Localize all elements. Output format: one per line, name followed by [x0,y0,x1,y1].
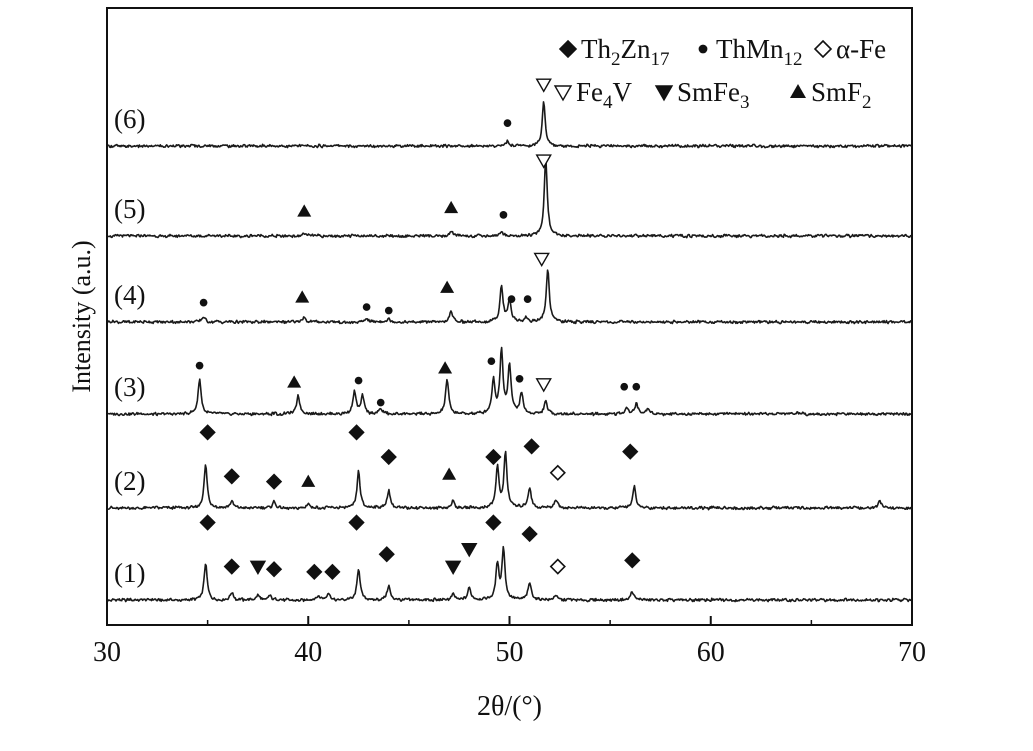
phase-marker-diamond-filled [378,546,395,563]
phase-marker-diamond-filled [485,514,502,531]
phase-marker-circle-filled [362,303,371,311]
legend-symbol-diamond-open [813,39,833,59]
legend-symbol-triangle-down-open [553,85,573,102]
phase-marker-triangle-up-filled [301,474,316,487]
phase-marker-triangle-up-filled [287,375,302,388]
pattern-line [107,545,912,603]
phase-marker-diamond-filled [223,468,240,485]
phase-marker-triangle-up-filled [438,361,453,374]
phase-marker-triangle-up-filled [442,467,457,480]
legend-symbol-triangle-down-filled [654,85,674,102]
phase-marker-diamond-open [549,464,566,481]
legend-symbol-circle-filled [698,44,708,54]
phase-marker-triangle-down-filled [444,560,462,575]
phase-marker-circle-filled [354,376,363,385]
x-tick-label: 40 [294,637,322,668]
phase-marker-triangle-down-open [535,378,552,393]
phase-marker-triangle-down-open [533,252,550,268]
axes-layer: 30 40 50 60 70 2θ/(°) Intensity (a.u.) [67,7,926,722]
legend-entry: SmFe3 [654,77,750,113]
x-tick-label: 50 [496,637,524,668]
phase-marker-triangle-up-filled [444,200,459,214]
plot-frame [106,7,913,626]
phase-marker-diamond-filled [348,424,365,441]
phase-marker-circle-filled [620,382,629,391]
x-tick-label: 70 [898,637,926,668]
legend-entry: α-Fe [813,34,886,64]
pattern-line [107,346,912,417]
phase-marker-triangle-up-filled [297,204,312,217]
phase-marker-triangle-down-filled [249,560,267,575]
phase-marker-circle-filled [199,298,208,307]
pattern-line [107,450,913,511]
phase-marker-diamond-filled [324,563,341,580]
legend-entry: SmF2 [790,77,872,113]
phase-marker-triangle-down-open [535,78,552,93]
phase-marker-diamond-filled [199,514,216,531]
legend-entry: ThMn12 [698,34,803,70]
phase-marker-diamond-filled [306,563,323,580]
phase-marker-circle-filled [376,398,385,407]
y-axis-label: Intensity (a.u.) [67,240,96,392]
phase-marker-diamond-filled [624,552,641,569]
phase-marker-circle-filled [195,361,204,370]
phase-marker-triangle-down-filled [461,543,478,558]
phase-marker-diamond-filled [348,514,365,531]
legend-entry: Th2Zn17 [558,34,670,70]
x-tick-label: 60 [697,637,725,668]
pattern-line [107,101,912,149]
legend-label: SmF2 [811,77,872,113]
legend-symbol-diamond-filled [558,39,578,59]
x-tick-label: 30 [93,637,121,668]
series-label: (3) [114,372,145,402]
legend-label: ThMn12 [716,34,803,70]
phase-marker-triangle-up-filled [440,280,455,293]
legend-label: Fe4V [576,77,633,113]
phase-marker-circle-filled [632,382,641,391]
legend-label: α-Fe [836,34,886,64]
phase-marker-diamond-filled [622,443,639,460]
phase-marker-diamond-filled [380,448,397,466]
x-axis-label: 2θ/(°) [477,691,542,722]
phase-marker-circle-filled [499,211,508,219]
series-label: (2) [114,466,145,496]
phase-markers-layer [195,78,641,580]
pattern-line [107,158,912,239]
series-label: (5) [114,194,145,224]
series-label: (6) [114,104,145,134]
phase-marker-circle-filled [515,374,524,383]
phase-marker-diamond-filled [265,473,283,490]
legend: Th2Zn17 ThMn12 α-Fe Fe4V SmFe3 SmF2 [553,34,886,113]
phase-marker-circle-filled [487,357,496,366]
phase-marker-circle-filled [384,306,393,315]
phase-marker-circle-filled [503,119,512,127]
phase-marker-triangle-up-filled [295,290,310,303]
phase-marker-diamond-open [549,558,566,575]
legend-label: SmFe3 [677,77,750,113]
phase-marker-diamond-filled [199,424,216,441]
phase-marker-circle-filled [507,295,516,303]
legend-label: Th2Zn17 [581,34,670,70]
series-labels-layer: (1) (2) (3) (4) (5) (6) [114,104,145,588]
phase-marker-diamond-filled [485,448,502,466]
phase-marker-diamond-filled [223,558,240,575]
legend-symbol-triangle-up-filled [790,84,806,98]
phase-marker-triangle-down-open [535,154,552,169]
legend-entry: Fe4V [553,77,633,113]
phase-marker-circle-filled [523,295,532,303]
series-label: (4) [114,280,145,310]
pattern-lines-layer [107,101,913,603]
phase-marker-diamond-filled [265,561,283,578]
series-label: (1) [114,558,145,588]
phase-marker-diamond-filled [521,525,538,543]
phase-marker-diamond-filled [523,438,540,455]
